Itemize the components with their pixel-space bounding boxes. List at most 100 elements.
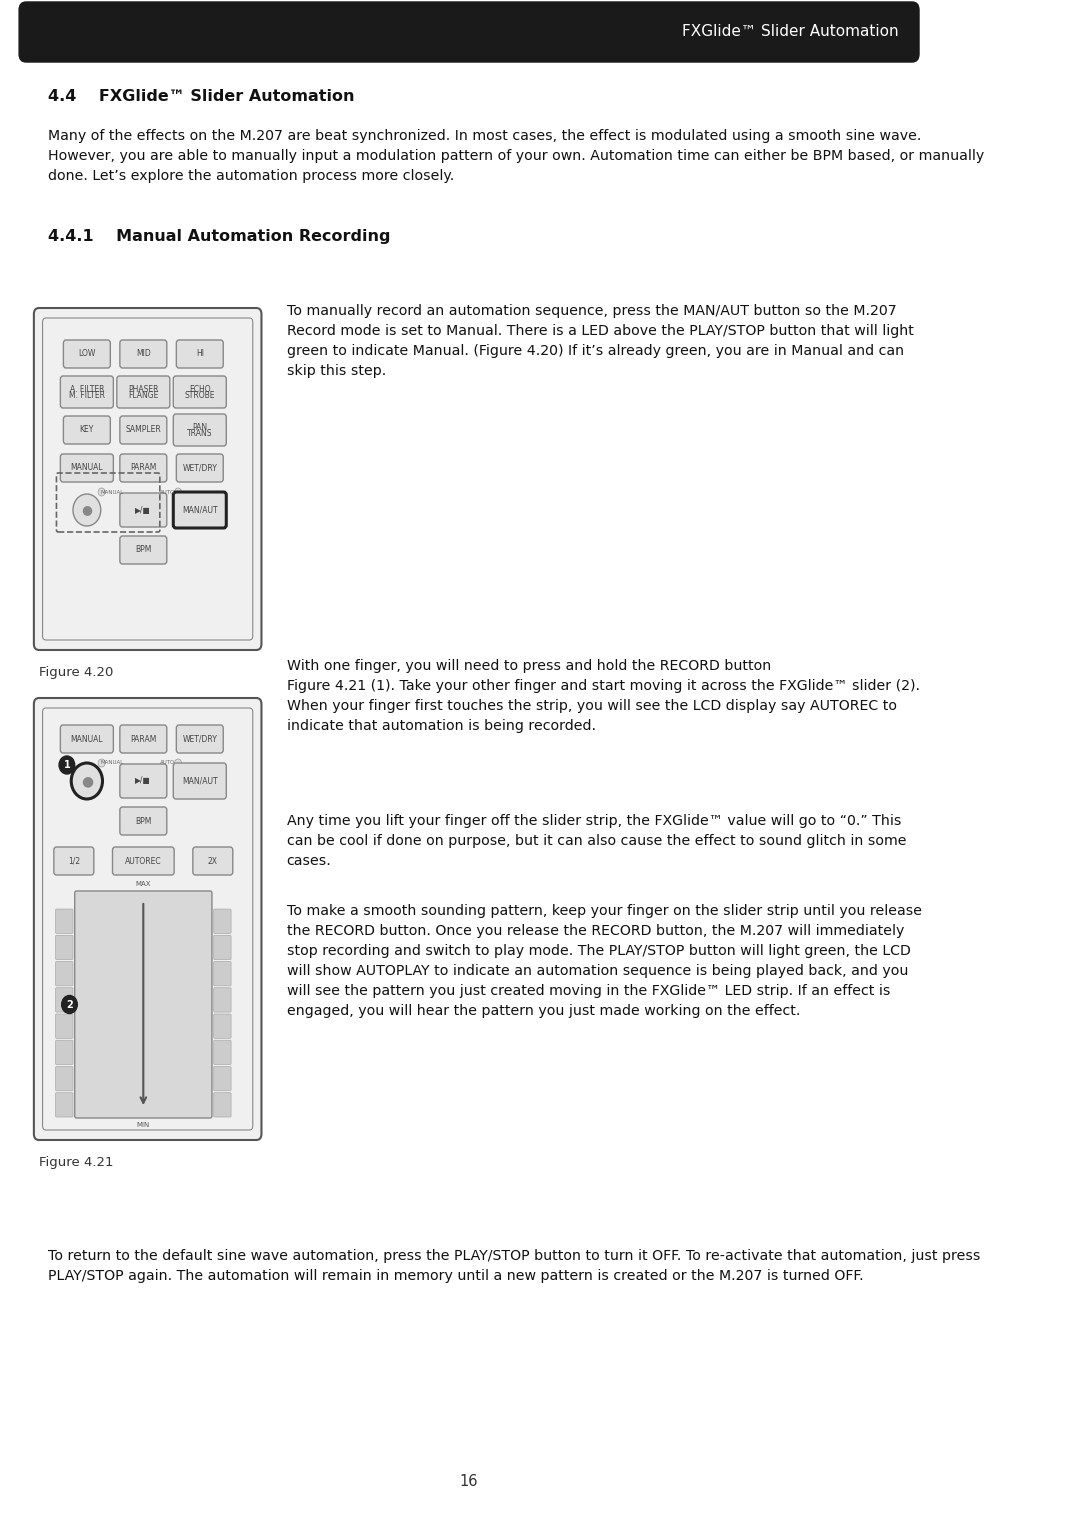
FancyBboxPatch shape xyxy=(55,1066,73,1090)
Text: 1/2: 1/2 xyxy=(68,857,80,866)
FancyBboxPatch shape xyxy=(214,961,231,986)
FancyBboxPatch shape xyxy=(55,1040,73,1064)
FancyBboxPatch shape xyxy=(173,375,227,407)
FancyBboxPatch shape xyxy=(214,987,231,1011)
Circle shape xyxy=(98,488,105,497)
Text: SAMPLER: SAMPLER xyxy=(125,425,161,435)
Text: To return to the default sine wave automation, press the PLAY/STOP button to tur: To return to the default sine wave autom… xyxy=(48,1249,981,1282)
Text: ECHO: ECHO xyxy=(189,385,211,394)
FancyBboxPatch shape xyxy=(55,1014,73,1039)
Text: ▶/■: ▶/■ xyxy=(135,506,151,515)
Text: MANUAL: MANUAL xyxy=(70,734,104,743)
FancyBboxPatch shape xyxy=(60,725,113,752)
FancyBboxPatch shape xyxy=(60,375,113,407)
Text: 4.4    FXGlide™ Slider Automation: 4.4 FXGlide™ Slider Automation xyxy=(48,89,354,104)
Text: FLANGE: FLANGE xyxy=(129,391,159,400)
Text: ●: ● xyxy=(81,504,92,516)
Text: MAN/AUT: MAN/AUT xyxy=(181,506,217,515)
Circle shape xyxy=(73,494,100,525)
Text: AUTO: AUTO xyxy=(160,489,175,495)
Text: MANUAL: MANUAL xyxy=(100,760,124,766)
Text: WET/DRY: WET/DRY xyxy=(183,734,217,743)
Text: Figure 4.21: Figure 4.21 xyxy=(39,1157,113,1169)
FancyBboxPatch shape xyxy=(64,341,110,368)
Text: Many of the effects on the M.207 are beat synchronized. In most cases, the effec: Many of the effects on the M.207 are bea… xyxy=(48,129,984,183)
Text: HI: HI xyxy=(195,350,204,359)
Text: STROBE: STROBE xyxy=(185,391,215,400)
FancyBboxPatch shape xyxy=(173,413,227,447)
FancyBboxPatch shape xyxy=(117,375,170,407)
FancyBboxPatch shape xyxy=(120,807,166,836)
FancyBboxPatch shape xyxy=(214,1093,231,1117)
FancyBboxPatch shape xyxy=(214,1066,231,1090)
Text: M. FILTER: M. FILTER xyxy=(69,391,105,400)
FancyBboxPatch shape xyxy=(120,341,166,368)
Text: ●: ● xyxy=(81,774,93,787)
FancyBboxPatch shape xyxy=(120,494,166,527)
FancyBboxPatch shape xyxy=(120,454,166,481)
FancyBboxPatch shape xyxy=(176,725,224,752)
Text: FXGlide™ Slider Automation: FXGlide™ Slider Automation xyxy=(683,24,899,39)
Text: 16: 16 xyxy=(460,1475,478,1490)
FancyBboxPatch shape xyxy=(176,341,224,368)
Text: PAN: PAN xyxy=(192,422,207,431)
Text: To manually record an automation sequence, press the MAN/AUT button so the M.207: To manually record an automation sequenc… xyxy=(286,304,914,378)
Circle shape xyxy=(175,488,181,497)
Text: MAX: MAX xyxy=(136,881,151,887)
FancyBboxPatch shape xyxy=(55,987,73,1011)
FancyBboxPatch shape xyxy=(64,416,110,444)
Circle shape xyxy=(175,759,181,768)
FancyBboxPatch shape xyxy=(173,492,227,528)
FancyBboxPatch shape xyxy=(55,961,73,986)
Text: 4.4.1    Manual Automation Recording: 4.4.1 Manual Automation Recording xyxy=(48,229,390,244)
FancyBboxPatch shape xyxy=(120,416,166,444)
Text: KEY: KEY xyxy=(80,425,94,435)
Text: With one finger, you will need to press and hold the RECORD button
Figure 4.21 (: With one finger, you will need to press … xyxy=(286,659,920,733)
Text: ▶/■: ▶/■ xyxy=(135,777,151,786)
FancyBboxPatch shape xyxy=(214,1014,231,1039)
Text: TRANS: TRANS xyxy=(187,428,213,438)
FancyBboxPatch shape xyxy=(176,454,224,481)
Text: AUTOREC: AUTOREC xyxy=(125,857,162,866)
Text: 2X: 2X xyxy=(207,857,218,866)
Text: A. FILTER: A. FILTER xyxy=(69,385,104,394)
Text: MIN: MIN xyxy=(137,1122,150,1128)
Text: 2: 2 xyxy=(66,999,72,1010)
Text: MID: MID xyxy=(136,350,151,359)
FancyBboxPatch shape xyxy=(75,892,212,1117)
FancyBboxPatch shape xyxy=(120,725,166,752)
Text: BPM: BPM xyxy=(135,545,151,554)
Text: PHASER: PHASER xyxy=(129,385,159,394)
Text: PARAM: PARAM xyxy=(130,734,157,743)
FancyBboxPatch shape xyxy=(33,698,261,1140)
FancyBboxPatch shape xyxy=(193,846,233,875)
Text: PARAM: PARAM xyxy=(130,463,157,472)
FancyBboxPatch shape xyxy=(54,846,94,875)
FancyBboxPatch shape xyxy=(55,908,73,933)
Text: Any time you lift your finger off the slider strip, the FXGlide™ value will go t: Any time you lift your finger off the sl… xyxy=(286,815,906,868)
FancyBboxPatch shape xyxy=(55,1093,73,1117)
Circle shape xyxy=(62,996,78,1013)
FancyBboxPatch shape xyxy=(214,1040,231,1064)
FancyBboxPatch shape xyxy=(60,454,113,481)
FancyBboxPatch shape xyxy=(112,846,174,875)
FancyBboxPatch shape xyxy=(214,908,231,933)
FancyBboxPatch shape xyxy=(55,936,73,960)
Text: MANUAL: MANUAL xyxy=(100,489,124,495)
Circle shape xyxy=(71,763,103,799)
FancyBboxPatch shape xyxy=(214,936,231,960)
Text: MANUAL: MANUAL xyxy=(70,463,104,472)
Text: Figure 4.20: Figure 4.20 xyxy=(39,666,113,678)
FancyBboxPatch shape xyxy=(120,536,166,565)
Text: WET/DRY: WET/DRY xyxy=(183,463,217,472)
Circle shape xyxy=(98,759,105,768)
FancyBboxPatch shape xyxy=(120,765,166,798)
Text: MAN/AUT: MAN/AUT xyxy=(181,777,217,786)
FancyBboxPatch shape xyxy=(173,763,227,799)
FancyBboxPatch shape xyxy=(33,307,261,650)
FancyBboxPatch shape xyxy=(19,2,919,62)
Text: 1: 1 xyxy=(64,760,70,771)
Circle shape xyxy=(59,755,75,774)
Text: BPM: BPM xyxy=(135,816,151,825)
Text: To make a smooth sounding pattern, keep your finger on the slider strip until yo: To make a smooth sounding pattern, keep … xyxy=(286,904,921,1019)
